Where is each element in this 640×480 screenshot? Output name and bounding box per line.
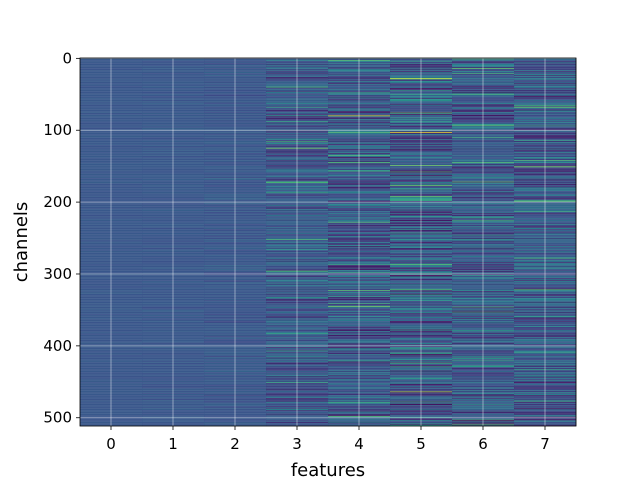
x-axis-label: features xyxy=(291,460,365,480)
x-tick-label: 0 xyxy=(106,435,116,453)
x-tick-label: 1 xyxy=(168,435,178,453)
plot-frame xyxy=(79,57,577,427)
x-tick-label: 2 xyxy=(230,435,240,453)
y-tick-label: 500 xyxy=(43,409,72,427)
y-axis-label: channels xyxy=(11,202,32,283)
x-tick-label: 7 xyxy=(540,435,550,453)
y-tick-label: 200 xyxy=(43,193,72,211)
y-axis-ticks: 0 100 200 300 400 500 xyxy=(43,49,80,427)
y-tick-label: 400 xyxy=(43,337,72,355)
x-tick-label: 4 xyxy=(354,435,364,453)
y-tick-label: 300 xyxy=(43,265,72,283)
x-tick-label: 6 xyxy=(478,435,488,453)
heatmap-cells xyxy=(80,58,577,427)
x-axis-ticks: 0 1 2 3 4 5 6 7 xyxy=(106,426,550,453)
y-tick-label: 100 xyxy=(43,121,72,139)
y-tick-label: 0 xyxy=(62,49,72,67)
grid-lines xyxy=(80,57,576,426)
x-tick-label: 5 xyxy=(416,435,426,453)
x-tick-label: 3 xyxy=(292,435,302,453)
